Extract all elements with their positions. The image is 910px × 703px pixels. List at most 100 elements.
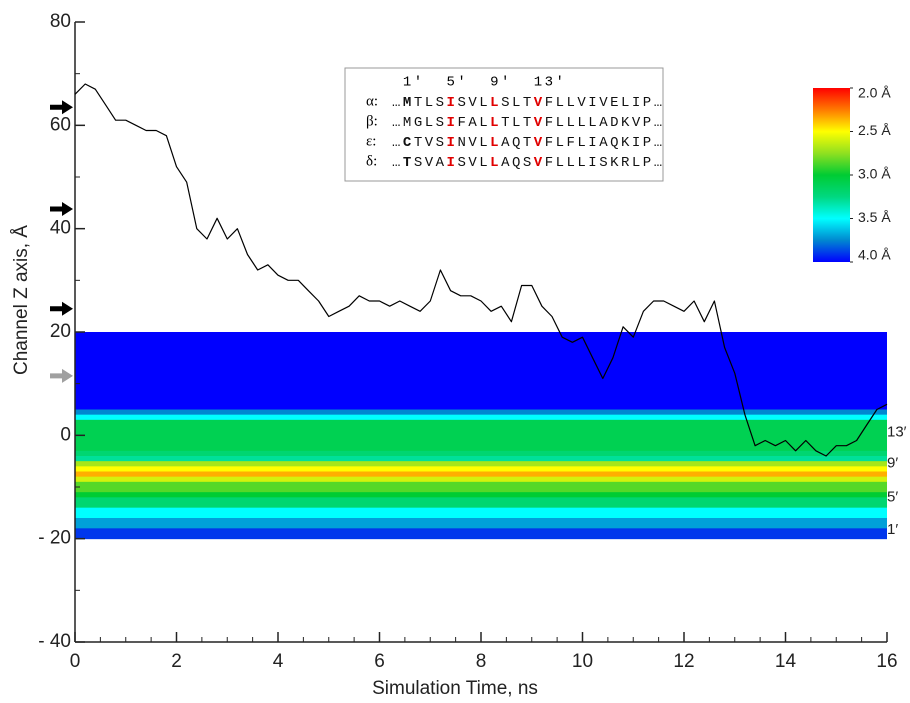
y-tick-label: 20 — [50, 321, 71, 342]
sequence-segment: TVS — [414, 135, 447, 151]
inset-header: 13′ — [534, 75, 567, 91]
sequence-segment: C — [403, 135, 414, 151]
heatmap-stripe — [75, 419, 887, 452]
sequence-segment: FLLLISKRLP… — [545, 155, 665, 171]
trajectory-line — [74, 83, 888, 457]
heatmap-stripe — [75, 481, 887, 493]
sequence-segment: V — [534, 135, 545, 151]
colorbar-label: 3.0 Å — [858, 166, 891, 182]
sequence-segment: FLLLLADKVP… — [545, 115, 665, 131]
sequence-segment: V — [534, 115, 545, 131]
x-tick-label: 2 — [171, 651, 182, 672]
sequence-segment: … — [392, 95, 403, 111]
sequence: …MGLSIFALLTLTVFLLLLADKVP… — [392, 115, 665, 131]
colorbar-label: 2.0 Å — [858, 85, 891, 101]
colorbar-label: 3.5 Å — [858, 209, 891, 225]
colorbar-scale — [813, 88, 850, 262]
residue-label: 1′ — [887, 521, 898, 538]
row-label: ε: — [366, 133, 376, 149]
sequence-segment: FAL — [457, 115, 490, 131]
row-label: β: — [366, 113, 378, 129]
residue-label: 9′ — [887, 455, 898, 472]
x-axis-label: Simulation Time, ns — [372, 678, 538, 698]
heatmap-stripe — [75, 409, 887, 416]
sequence-segment: SVL — [457, 155, 490, 171]
heatmap-stripe — [75, 507, 887, 519]
inset-header: 1′ — [403, 75, 425, 91]
inset-header: 5′ — [447, 75, 469, 91]
heatmap-stripe — [75, 332, 887, 410]
site-arrow — [50, 202, 73, 217]
sequence-segment: L — [490, 115, 501, 131]
sequence-segment: V — [534, 155, 545, 171]
inset: 1′ 5′ 9′ 13′α: …MTLSISVLLSLTVFLLVIVELIP…β: …M… — [344, 67, 665, 182]
x-tick-label: 8 — [476, 651, 487, 672]
row-label: α: — [366, 93, 378, 109]
row-label: δ: — [366, 153, 377, 169]
sequence-segment: TLS — [414, 95, 447, 111]
inset-box — [344, 67, 664, 182]
x-tick-label: 6 — [374, 651, 385, 672]
y-axis-label: Channel Z axis, Å — [11, 225, 32, 375]
sequence-segment: FLLVIVELIP… — [545, 95, 665, 111]
heatmap-stripe — [75, 471, 887, 478]
sequence-segment: M — [403, 95, 414, 111]
sequence: …MTLSISVLLSLTVFLLVIVELIP… — [392, 95, 665, 111]
sequence-segment: NVL — [457, 135, 490, 151]
plot — [74, 83, 888, 457]
axes: 0 2 4 6 8 10 12 14 16 - 40 - 20 0 20 40 60 80 13′ 9′ 5′ 1′ — [38, 11, 906, 672]
heatmap-stripe — [75, 456, 887, 462]
heatmap — [75, 332, 887, 540]
heatmap-stripe — [75, 528, 887, 540]
x-tick-label: 14 — [775, 651, 797, 672]
sequence: …TSVAISVLLAQSVFLLLISKRLP… — [392, 155, 665, 171]
x-tick-label: 4 — [273, 651, 284, 672]
sequence-segment: I — [447, 135, 458, 151]
y-tick-label: 0 — [60, 424, 71, 445]
y-tick-label: - 20 — [38, 528, 71, 549]
colorbar-label: 4.0 Å — [858, 247, 891, 263]
residue-label: 5′ — [887, 488, 898, 505]
y-tick-label: - 40 — [38, 631, 71, 652]
residue-label: 13′ — [887, 424, 907, 441]
sequence-segment: L — [490, 135, 501, 151]
heatmap-stripe — [75, 476, 887, 483]
heatmap-stripe — [75, 461, 887, 467]
sequence-segment: … — [392, 135, 403, 151]
sequence-segment: SVL — [457, 95, 490, 111]
heatmap-stripe — [75, 466, 887, 472]
site-arrow — [50, 301, 73, 316]
sequence-segment: V — [534, 95, 545, 111]
heatmap-stripe — [75, 414, 887, 421]
sequence-segment: … — [392, 115, 403, 131]
inset-header: 9′ — [490, 75, 512, 91]
site-arrow — [50, 368, 73, 383]
sequence-segment: L — [490, 95, 501, 111]
y-tick-label: 60 — [50, 114, 71, 135]
sequence-segment: AQS — [501, 155, 534, 171]
sequence-segment: I — [447, 155, 458, 171]
y-tick-label: 80 — [50, 11, 71, 32]
sequence-segment: T — [403, 155, 414, 171]
sequence-segment: M — [403, 115, 414, 131]
sequence-segment: SVA — [414, 155, 447, 171]
heatmap-stripe — [75, 518, 887, 529]
colorbar: 2.0 Å 2.5 Å 3.0 Å 3.5 Å 4.0 Å — [813, 85, 891, 263]
heatmap-stripe — [75, 450, 887, 457]
sequence: …CTVSINVLLAQTVFLFLIAQKIP… — [392, 135, 665, 151]
x-tick-label: 12 — [673, 651, 694, 672]
sequence-segment: I — [447, 115, 458, 131]
x-tick-label: 0 — [70, 651, 81, 672]
y-tick-label: 40 — [50, 218, 71, 239]
sequence-segment: SLT — [501, 95, 534, 111]
heatmap-stripe — [75, 492, 887, 498]
sequence-segment: L — [490, 155, 501, 171]
x-tick-label: 10 — [572, 651, 593, 672]
sequence-segment: … — [392, 155, 403, 171]
colorbar-label: 2.5 Å — [858, 122, 891, 138]
x-tick-label: 16 — [876, 651, 897, 672]
sequence-segment: GLS — [414, 115, 447, 131]
heatmap-stripe — [75, 497, 887, 509]
sequence-segment: TLT — [501, 115, 534, 131]
